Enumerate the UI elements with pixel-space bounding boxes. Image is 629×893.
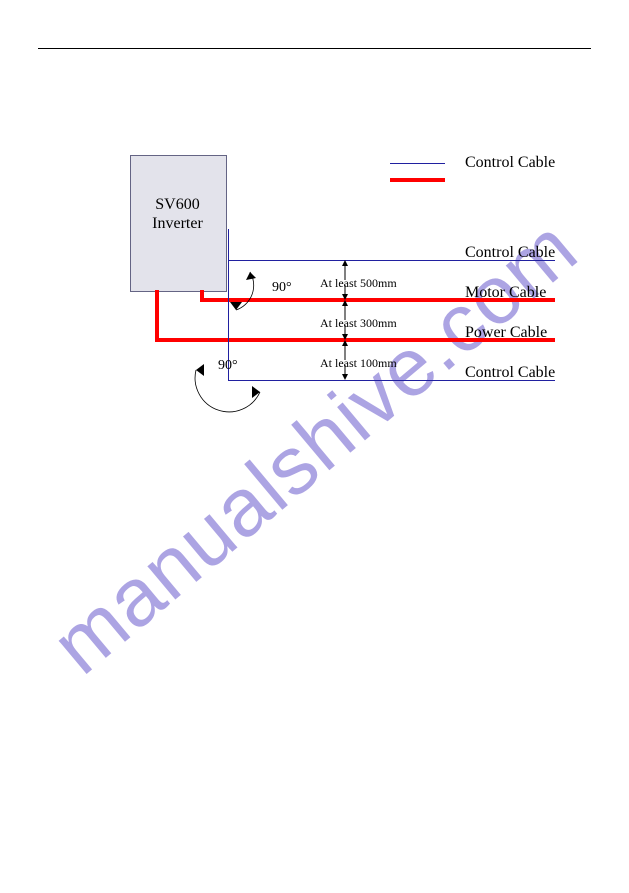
power-drop — [155, 290, 159, 342]
angle-90-lower: 90° — [218, 358, 238, 374]
legend-thin-label: Control Cable — [465, 154, 555, 172]
control-bot-label: Control Cable — [465, 364, 555, 382]
motor-label: Motor Cable — [465, 284, 546, 302]
dist-100-label: At least 100mm — [320, 356, 397, 371]
page-top-rule — [38, 48, 591, 49]
dimension-svg — [0, 0, 629, 893]
legend-thick-line — [390, 178, 445, 182]
dist-500-label: At least 500mm — [320, 276, 397, 291]
legend-thin-line — [390, 163, 445, 164]
dist-300-label: At least 300mm — [320, 316, 397, 331]
power-label: Power Cable — [465, 324, 547, 342]
angle-90-upper: 90° — [272, 280, 292, 296]
watermark-text: manualshive.com — [34, 201, 595, 693]
inverter-label-line2: Inverter — [152, 215, 203, 232]
control-top-label: Control Cable — [465, 244, 555, 262]
inverter-label: SV600 Inverter — [130, 195, 225, 233]
inverter-label-line1: SV600 — [155, 196, 199, 213]
